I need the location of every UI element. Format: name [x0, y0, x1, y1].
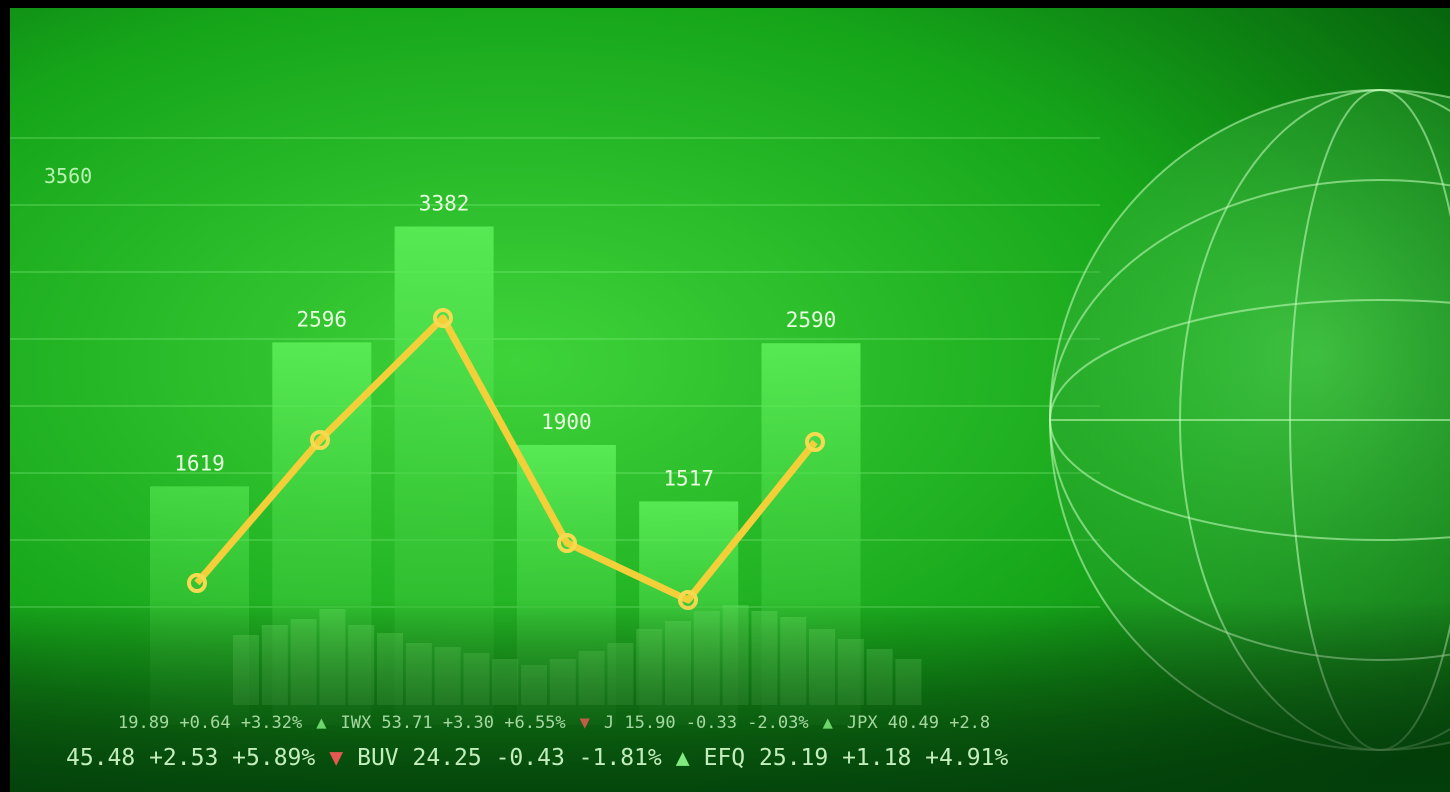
bar-label: 3382	[419, 191, 470, 215]
ticker-arrow: ▲	[316, 713, 327, 733]
ticker-arrow: ▼	[329, 745, 343, 771]
trend-line	[194, 314, 818, 604]
ticker-line: 45.48 +2.53 +5.89% ▼ BUV 24.25 -0.43 -1.81…	[66, 745, 1008, 771]
bar-label: 2590	[786, 308, 837, 332]
ticker-quote: EFQ 25.19 +1.18 +4.91%	[704, 745, 1009, 771]
bottom-shade	[10, 600, 1450, 792]
ticker-arrow: ▲	[676, 745, 690, 771]
ticker-quote: 19.89 +0.64 +3.32%	[118, 713, 302, 733]
ticker-quote: BUV 24.25 -0.43 -1.81%	[357, 745, 662, 771]
scale-label: 3560	[44, 164, 92, 188]
ticker-arrow: ▲	[823, 713, 834, 733]
ticker-quote: 45.48 +2.53 +5.89%	[66, 745, 315, 771]
bar-label: 1619	[174, 451, 225, 475]
ticker-line: 19.89 +0.64 +3.32% ▲ IWX 53.71 +3.30 +6.55…	[118, 713, 990, 733]
ticker-arrow: ▼	[580, 713, 591, 733]
ticker-quote: IWX 53.71 +3.30 +6.55%	[340, 713, 565, 733]
ticker-quote: J 15.90 -0.33 -2.03%	[604, 713, 809, 733]
bar-label: 2596	[297, 307, 348, 331]
bar-label: 1517	[663, 466, 714, 490]
bar-label: 1900	[541, 410, 592, 434]
ticker: 19.89 +0.64 +3.32% ▲ IWX 53.71 +3.30 +6.55…	[66, 713, 1008, 771]
ticker-quote: JPX 40.49 +2.8	[847, 713, 990, 733]
